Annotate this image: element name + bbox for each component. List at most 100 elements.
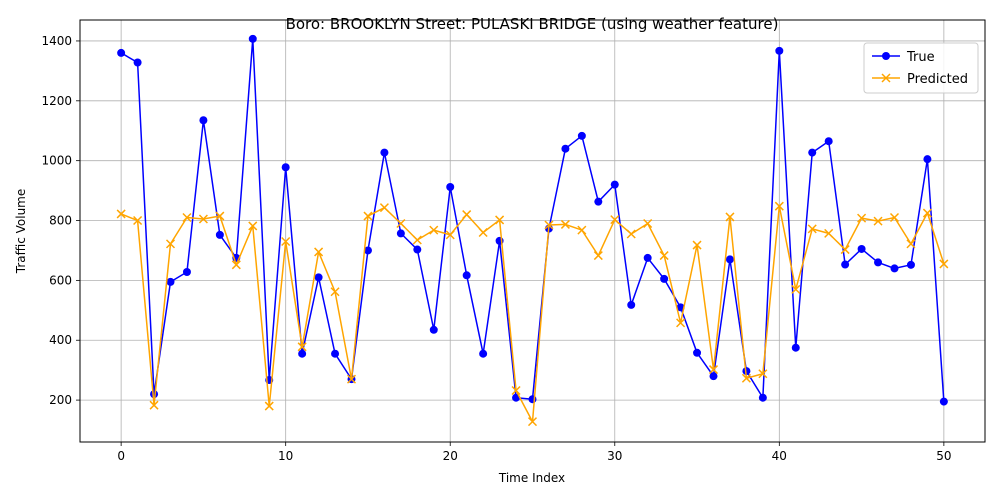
y-tick-label: 400 — [49, 333, 72, 347]
x-tick-label: 30 — [607, 449, 622, 463]
data-point-true — [709, 372, 718, 381]
x-tick-label: 40 — [772, 449, 787, 463]
data-point-predicted — [133, 215, 143, 226]
y-axis-label: Traffic Volume — [14, 189, 28, 275]
data-point-predicted — [692, 240, 702, 250]
grid-lines — [80, 20, 985, 442]
x-axis-label: Time Index — [498, 471, 565, 485]
data-point-predicted — [857, 213, 867, 223]
data-point-predicted — [708, 365, 719, 375]
data-point-predicted — [939, 259, 949, 269]
data-point-true — [215, 230, 224, 239]
data-point-predicted — [873, 216, 883, 226]
data-point-true — [874, 258, 883, 267]
x-tick-label: 0 — [117, 449, 125, 463]
data-point-predicted — [544, 220, 554, 230]
data-point-true — [857, 244, 866, 253]
data-point-true — [331, 349, 340, 358]
data-point-true — [314, 273, 323, 282]
data-point-true — [396, 229, 405, 238]
data-point-predicted — [346, 374, 357, 384]
data-point-true — [561, 144, 570, 153]
data-point-predicted — [478, 227, 488, 238]
y-tick-label: 1400 — [41, 34, 72, 48]
data-point-predicted — [198, 214, 208, 224]
data-point-true — [462, 271, 471, 280]
data-point-true — [117, 48, 126, 57]
data-point-predicted — [396, 218, 406, 229]
data-point-predicted — [379, 203, 389, 213]
y-tick-label: 600 — [49, 273, 72, 287]
data-point-true — [725, 255, 734, 264]
data-point-predicted — [116, 209, 126, 219]
data-point-predicted — [889, 213, 900, 223]
y-tick-label: 1000 — [41, 154, 72, 168]
data-point-true — [643, 253, 652, 262]
data-point-true — [594, 197, 603, 206]
data-point-predicted — [659, 251, 669, 261]
data-point-predicted — [182, 213, 192, 223]
x-tick-label: 10 — [278, 449, 293, 463]
data-point-true — [199, 116, 208, 125]
data-point-true — [660, 274, 669, 283]
x-tick-label: 20 — [443, 449, 458, 463]
data-point-true — [166, 277, 175, 286]
data-point-true — [479, 349, 488, 358]
data-point-true — [429, 325, 438, 334]
data-point-predicted — [462, 210, 472, 220]
data-point-predicted — [149, 400, 159, 410]
legend-predicted-label: Predicted — [907, 72, 968, 87]
data-point-predicted — [495, 215, 505, 225]
data-point-predicted — [774, 201, 784, 211]
data-point-predicted — [577, 225, 587, 235]
data-point-predicted — [248, 221, 258, 231]
data-point-predicted — [330, 287, 340, 297]
data-point-predicted — [593, 251, 603, 261]
legend-true-marker — [882, 52, 890, 60]
data-point-true — [841, 260, 850, 269]
legend-true-label: True — [906, 50, 935, 65]
data-point-predicted — [610, 215, 620, 225]
legend-predicted-marker — [881, 73, 891, 83]
data-point-predicted — [412, 235, 422, 245]
data-point-predicted — [281, 236, 291, 247]
data-point-predicted — [314, 247, 324, 257]
data-point-true — [577, 131, 586, 140]
data-point-predicted — [297, 342, 307, 352]
data-point-true — [363, 246, 372, 255]
data-point-predicted — [165, 239, 176, 249]
plot-frame — [79, 19, 986, 443]
data-point-true — [775, 46, 784, 55]
data-point-predicted — [906, 239, 916, 249]
data-point-predicted — [676, 318, 686, 328]
data-point-true — [248, 34, 257, 43]
data-point-predicted — [215, 211, 225, 221]
data-point-true — [610, 180, 619, 189]
data-point-predicted — [231, 260, 241, 270]
data-point-true — [380, 148, 389, 157]
data-point-true — [906, 260, 915, 269]
data-point-predicted — [922, 208, 932, 218]
y-tick-label: 800 — [49, 214, 72, 228]
data-point-predicted — [626, 229, 636, 239]
data-point-true — [824, 137, 833, 146]
data-point-true — [281, 163, 290, 172]
data-point-true — [791, 343, 800, 352]
x-tick-label: 50 — [936, 449, 951, 463]
data-point-true — [627, 300, 636, 309]
data-point-predicted — [445, 230, 455, 240]
data-point-true — [693, 348, 702, 357]
data-point-predicted — [791, 284, 801, 294]
data-point-true — [413, 245, 422, 254]
data-point-true — [446, 183, 455, 192]
data-point-predicted — [429, 225, 439, 235]
data-point-predicted — [560, 219, 570, 229]
data-point-predicted — [643, 218, 653, 229]
data-point-true — [939, 397, 948, 406]
data-point-true — [133, 58, 142, 67]
data-point-true — [676, 303, 685, 312]
data-point-true — [808, 148, 817, 157]
axis-ticks: 0 10 20 30 40 50 200 400 600 800 1000 1200 1400 — [41, 34, 951, 463]
data-point-true — [298, 349, 307, 358]
